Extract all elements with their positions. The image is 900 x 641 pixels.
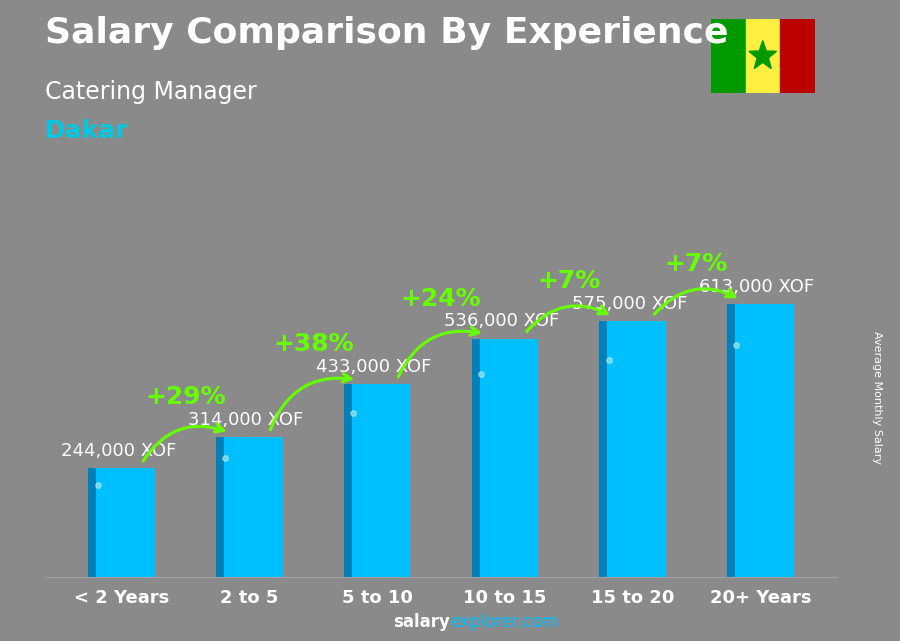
Bar	[599, 321, 608, 577]
Text: salary: salary	[393, 613, 450, 631]
Text: 433,000 XOF: 433,000 XOF	[316, 358, 431, 376]
Text: Salary Comparison By Experience: Salary Comparison By Experience	[45, 16, 728, 50]
Bar	[472, 338, 480, 577]
Text: +29%: +29%	[145, 385, 226, 410]
Text: 613,000 XOF: 613,000 XOF	[699, 278, 815, 296]
Text: 314,000 XOF: 314,000 XOF	[188, 411, 303, 429]
Text: Average Monthly Salary: Average Monthly Salary	[872, 331, 883, 464]
Bar	[745, 19, 780, 93]
Text: +7%: +7%	[537, 269, 600, 294]
Bar	[599, 321, 666, 577]
Bar	[216, 437, 224, 577]
Text: 536,000 XOF: 536,000 XOF	[444, 312, 559, 330]
Bar	[216, 437, 283, 577]
Text: 575,000 XOF: 575,000 XOF	[572, 295, 687, 313]
Bar	[88, 469, 96, 577]
Bar	[88, 469, 155, 577]
Bar	[344, 385, 410, 577]
Text: Catering Manager: Catering Manager	[45, 80, 256, 104]
Polygon shape	[749, 40, 777, 69]
Bar	[727, 304, 794, 577]
Bar	[344, 385, 352, 577]
Bar	[472, 338, 538, 577]
Text: +24%: +24%	[400, 287, 482, 311]
Bar	[727, 304, 735, 577]
Text: +38%: +38%	[273, 333, 354, 356]
Text: explorer.com: explorer.com	[450, 613, 558, 631]
Text: +7%: +7%	[665, 253, 728, 276]
Text: 244,000 XOF: 244,000 XOF	[60, 442, 176, 460]
Bar	[711, 19, 745, 93]
Text: Dakar: Dakar	[45, 119, 129, 142]
Bar	[780, 19, 814, 93]
